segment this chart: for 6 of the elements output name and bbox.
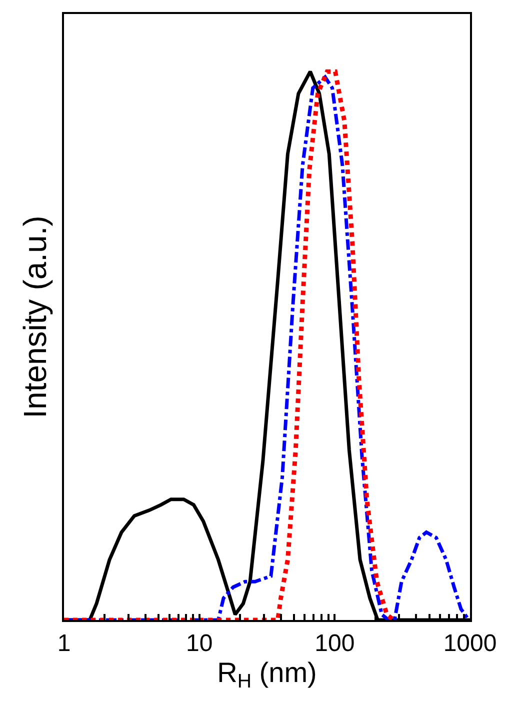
x-tick-label: 1 [57, 630, 71, 657]
x-axis-title: R$_{H}$ (nm) [217, 656, 317, 693]
x-tick-label: 10 [186, 630, 213, 657]
y-axis-title: Intensity (a.u.) [16, 216, 53, 418]
x-tick-label: 1000 [443, 630, 497, 657]
x-tick-label: 100 [314, 630, 355, 657]
